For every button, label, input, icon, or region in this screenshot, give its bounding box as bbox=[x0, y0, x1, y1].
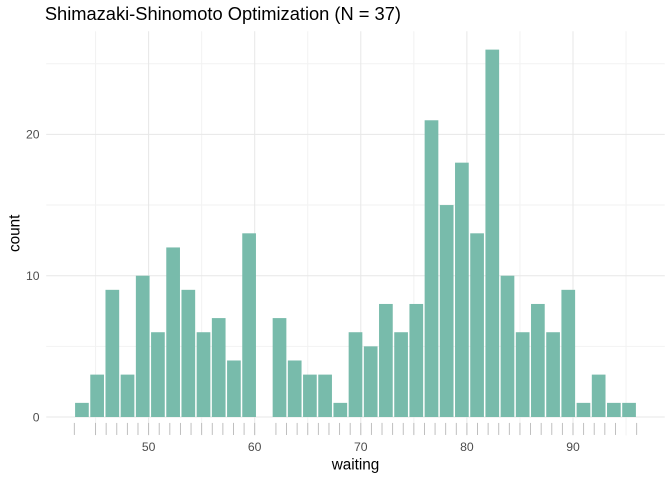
svg-text:Shimazaki-Shinomoto Optimizati: Shimazaki-Shinomoto Optimization (N = 37… bbox=[45, 3, 401, 24]
svg-text:waiting: waiting bbox=[331, 456, 380, 473]
svg-text:90: 90 bbox=[566, 440, 580, 454]
svg-text:50: 50 bbox=[142, 440, 156, 454]
svg-text:0: 0 bbox=[33, 410, 40, 424]
svg-text:20: 20 bbox=[26, 128, 40, 142]
svg-text:60: 60 bbox=[248, 440, 262, 454]
svg-text:80: 80 bbox=[460, 440, 474, 454]
svg-text:70: 70 bbox=[354, 440, 368, 454]
svg-text:10: 10 bbox=[26, 269, 40, 283]
svg-text:count: count bbox=[7, 214, 24, 252]
